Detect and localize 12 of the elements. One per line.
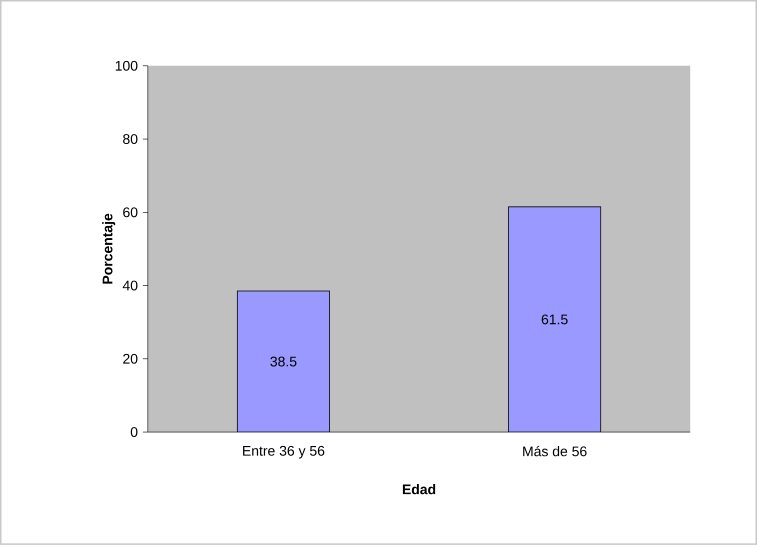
x-axis-title: Edad (402, 484, 436, 494)
y-tick-label: 0 (130, 427, 138, 438)
y-tick-label: 60 (123, 207, 138, 218)
y-tick-label: 20 (123, 354, 138, 364)
data-label: 61.5 (542, 314, 568, 324)
x-tick-label: Más de 56 (523, 446, 587, 456)
data-label: 38.5 (270, 356, 296, 367)
y-tick-label: 40 (122, 280, 138, 291)
x-tick-label: Entre 36 y 56 (243, 446, 324, 459)
y-tick-label: 80 (123, 134, 138, 144)
y-tick-label: 100 (116, 60, 138, 71)
y-axis-title: Porcentaje (102, 214, 116, 284)
